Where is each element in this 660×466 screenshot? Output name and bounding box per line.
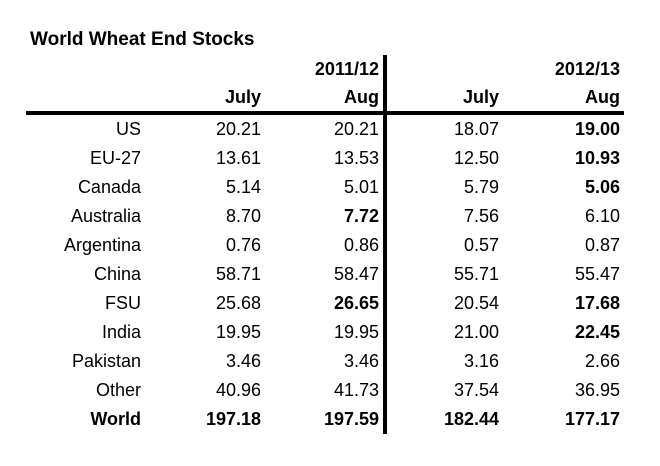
page-title: World Wheat End Stocks	[30, 29, 255, 50]
table-row-world: World 197.18 197.59 182.44 177.17	[26, 405, 624, 434]
corner-cell	[26, 55, 145, 83]
value-cell: 58.47	[265, 260, 387, 289]
value-cell: 19.95	[215, 322, 261, 342]
value-cell: 21.00	[453, 322, 499, 342]
column-header-july-2: July	[385, 83, 503, 115]
row-label: Other	[95, 380, 141, 400]
value-cell: 20.21	[265, 113, 387, 144]
value-cell: 5.79	[463, 177, 499, 197]
value-cell: 55.71	[453, 264, 499, 284]
value-cell: 36.95	[574, 380, 620, 400]
value-cell: 5.01	[265, 173, 387, 202]
value-cell: 37.54	[453, 380, 499, 400]
value-cell: 41.73	[265, 376, 387, 405]
year-header-row: 2011/12 2012/13	[26, 55, 624, 83]
row-label: Pakistan	[71, 351, 141, 371]
table-row-india: India 19.95 19.95 21.00 22.45	[26, 318, 624, 347]
value-cell: 177.17	[564, 409, 620, 429]
row-label: Australia	[70, 206, 141, 226]
value-cell: 7.56	[463, 206, 499, 226]
value-cell: 5.06	[584, 177, 620, 197]
value-cell: 0.76	[225, 235, 261, 255]
value-cell: 26.65	[265, 289, 387, 318]
table-row-china: China 58.71 58.47 55.71 55.47	[26, 260, 624, 289]
value-cell: 40.96	[215, 380, 261, 400]
column-header-aug-1: Aug	[265, 83, 387, 115]
row-label: Argentina	[63, 235, 141, 255]
value-cell: 19.00	[574, 119, 620, 139]
row-label: EU-27	[89, 148, 141, 168]
value-cell: 13.61	[215, 148, 261, 168]
table-row-argentina: Argentina 0.76 0.86 0.57 0.87	[26, 231, 624, 260]
row-label: China	[93, 264, 141, 284]
row-label: India	[101, 322, 141, 342]
value-cell: 0.87	[584, 235, 620, 255]
table-row-canada: Canada 5.14 5.01 5.79 5.06	[26, 173, 624, 202]
value-cell: 12.50	[453, 148, 499, 168]
value-cell: 197.18	[205, 409, 261, 429]
year-group-2011-12: 2011/12	[145, 55, 387, 83]
value-cell: 8.70	[225, 206, 261, 226]
value-cell: 13.53	[265, 144, 387, 173]
table-row-eu27: EU-27 13.61 13.53 12.50 10.93	[26, 144, 624, 173]
value-cell: 20.54	[453, 293, 499, 313]
column-header-aug-2: Aug	[503, 83, 624, 115]
value-cell: 25.68	[215, 293, 261, 313]
table-row-fsu: FSU 25.68 26.65 20.54 17.68	[26, 289, 624, 318]
table-row-other: Other 40.96 41.73 37.54 36.95	[26, 376, 624, 405]
year-group-2012-13: 2012/13	[554, 59, 620, 79]
corner-cell	[26, 83, 145, 115]
value-cell: 3.46	[225, 351, 261, 371]
row-label: US	[115, 119, 141, 139]
row-label: FSU	[105, 293, 141, 313]
value-cell: 3.46	[265, 347, 387, 376]
value-cell: 3.16	[463, 351, 499, 371]
value-cell: 18.07	[453, 119, 499, 139]
row-label: Canada	[77, 177, 141, 197]
value-cell: 6.10	[584, 206, 620, 226]
value-cell: 20.21	[215, 119, 261, 139]
row-label: World	[90, 409, 141, 429]
value-cell: 58.71	[215, 264, 261, 284]
value-cell: 7.72	[265, 202, 387, 231]
value-cell: 0.86	[265, 231, 387, 260]
table-row-australia: Australia 8.70 7.72 7.56 6.10	[26, 202, 624, 231]
value-cell: 22.45	[574, 322, 620, 342]
value-cell: 2.66	[584, 351, 620, 371]
value-cell: 19.95	[265, 318, 387, 347]
value-cell: 10.93	[574, 148, 620, 168]
column-header-july-1: July	[145, 83, 265, 115]
value-cell: 17.68	[574, 293, 620, 313]
value-cell: 182.44	[443, 409, 499, 429]
value-cell: 5.14	[225, 177, 261, 197]
wheat-end-stocks-table: 2011/12 2012/13 July Aug July Aug US 20.…	[26, 55, 624, 434]
value-cell: 0.57	[463, 235, 499, 255]
table-row-us: US 20.21 20.21 18.07 19.00	[26, 113, 624, 144]
value-cell: 55.47	[574, 264, 620, 284]
month-header-row: July Aug July Aug	[26, 83, 624, 115]
table-row-pakistan: Pakistan 3.46 3.46 3.16 2.66	[26, 347, 624, 376]
value-cell: 197.59	[265, 405, 387, 434]
